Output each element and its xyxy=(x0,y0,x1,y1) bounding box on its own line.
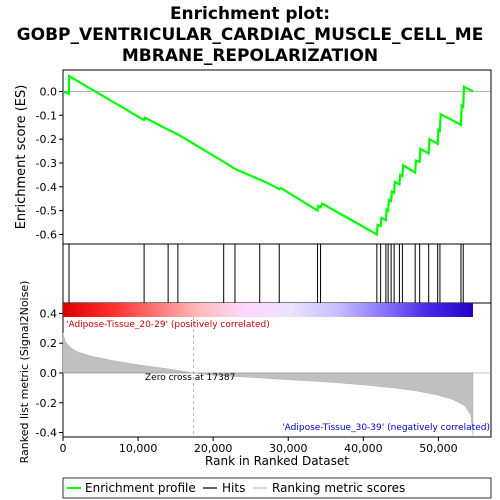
metric-y-tick-label: 0.4 xyxy=(40,307,58,320)
legend-label-enrichment: Enrichment profile xyxy=(85,481,196,495)
metric-y-tick-label: -0.2 xyxy=(36,397,57,410)
es-y-ticks: 0.0 -0.1 -0.2 -0.3 -0.4 -0.5 -0.6 xyxy=(36,85,63,241)
x-tick-label: 40,000 xyxy=(344,442,383,455)
legend-label-ranking: Ranking metric scores xyxy=(272,481,405,495)
zero-cross-label: Zero cross at 17387 xyxy=(145,373,235,383)
x-tick-label: 30,000 xyxy=(269,442,308,455)
ranking-color-bar xyxy=(63,303,473,317)
metric-y-ticks: 0.4 0.2 0.0 -0.2 -0.4 xyxy=(36,307,63,440)
legend-label-hits: Hits xyxy=(222,481,245,495)
legend-box xyxy=(62,477,492,499)
x-tick-label: 10,000 xyxy=(119,442,158,455)
chart-title-line-1: Enrichment plot: xyxy=(170,4,330,24)
hits-panel-frame xyxy=(62,243,492,304)
negative-correlation-label: 'Adipose-Tissue_30-39' (negatively corre… xyxy=(282,423,490,433)
es-y-axis-label: Enrichment score (ES) xyxy=(14,85,29,230)
es-y-tick-label: -0.3 xyxy=(36,157,57,170)
x-axis-label: Rank in Ranked Dataset xyxy=(205,454,349,468)
es-y-tick-label: -0.2 xyxy=(36,133,57,146)
x-tick-label: 50,000 xyxy=(419,442,458,455)
es-y-tick-label: -0.5 xyxy=(36,205,57,218)
es-panel-frame xyxy=(62,69,492,245)
enrichment-profile-line xyxy=(62,74,474,237)
metric-y-tick-label: 0.0 xyxy=(40,367,58,380)
metric-y-tick-label: 0.2 xyxy=(40,337,58,350)
x-ticks: 0 10,000 20,000 30,000 40,000 50,000 xyxy=(60,437,458,455)
chart-title-line-2: GOBP_VENTRICULAR_CARDIAC_MUSCLE_CELL_ME xyxy=(17,25,484,45)
es-y-tick-label: 0.0 xyxy=(40,85,58,98)
es-y-tick-label: -0.4 xyxy=(36,181,57,194)
hit-markers xyxy=(68,244,464,303)
x-tick-label: 0 xyxy=(60,442,67,455)
metric-y-axis-label: Ranked list metric (Signal2Noise) xyxy=(18,281,31,464)
metric-y-tick-label: -0.4 xyxy=(36,427,57,440)
chart-title-line-3: MBRANE_REPOLARIZATION xyxy=(122,46,378,66)
ranking-metric-area xyxy=(62,332,474,436)
x-tick-label: 20,000 xyxy=(194,442,233,455)
es-y-tick-label: -0.1 xyxy=(36,109,57,122)
positive-correlation-label: 'Adipose-Tissue_20-29' (positively corre… xyxy=(66,320,270,330)
es-y-tick-label: -0.6 xyxy=(36,228,57,241)
metric-area xyxy=(62,317,491,437)
